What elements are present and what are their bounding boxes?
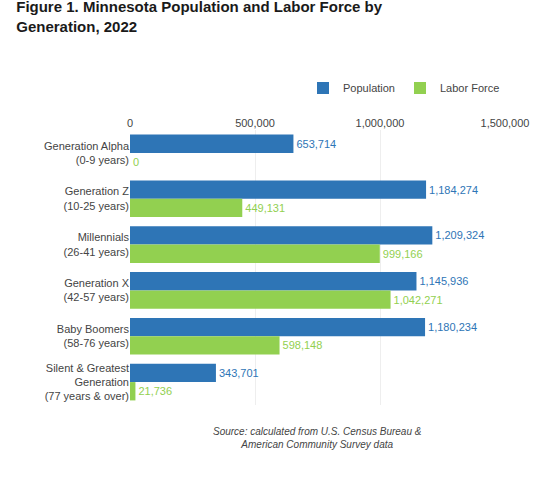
svg-text:Silent & GreatestGeneration(77: Silent & GreatestGeneration(77 years & o… <box>45 362 129 403</box>
svg-text:Source: calculated from U.S. C: Source: calculated from U.S. Census Bure… <box>213 426 422 450</box>
svg-text:Baby Boomers(58-76 years): Baby Boomers(58-76 years) <box>57 323 130 349</box>
svg-text:0: 0 <box>127 117 133 129</box>
svg-text:449,131: 449,131 <box>245 202 285 214</box>
svg-text:1,000,000: 1,000,000 <box>356 117 405 129</box>
svg-text:343,701: 343,701 <box>219 367 259 379</box>
svg-text:999,166: 999,166 <box>383 248 423 260</box>
svg-text:1,500,000: 1,500,000 <box>481 117 530 129</box>
svg-text:Population: Population <box>343 82 395 94</box>
svg-text:0: 0 <box>133 156 139 168</box>
svg-text:500,000: 500,000 <box>235 117 275 129</box>
svg-text:1,042,271: 1,042,271 <box>394 294 443 306</box>
svg-text:Labor Force: Labor Force <box>440 82 499 94</box>
svg-text:653,714: 653,714 <box>296 138 336 150</box>
svg-text:Generation Z(10-25 years): Generation Z(10-25 years) <box>64 185 130 211</box>
svg-text:1,184,274: 1,184,274 <box>429 184 478 196</box>
svg-text:Figure 1. Minnesota Population: Figure 1. Minnesota Population and Labor… <box>16 0 383 35</box>
svg-text:598,148: 598,148 <box>283 339 323 351</box>
svg-text:1,180,234: 1,180,234 <box>428 321 477 333</box>
svg-text:Generation X(42-57 years): Generation X(42-57 years) <box>64 277 130 303</box>
svg-text:1,145,936: 1,145,936 <box>419 275 468 287</box>
svg-text:1,209,324: 1,209,324 <box>435 229 484 241</box>
svg-text:21,736: 21,736 <box>138 385 172 397</box>
svg-text:Millennials(26-41 years): Millennials(26-41 years) <box>64 231 130 257</box>
svg-text:Generation Alpha(0-9 years): Generation Alpha(0-9 years) <box>44 140 130 166</box>
